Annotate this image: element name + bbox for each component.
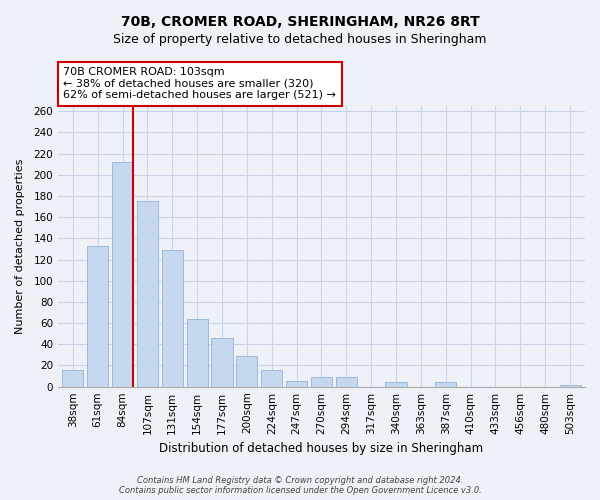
Bar xyxy=(162,250,183,386)
Text: Size of property relative to detached houses in Sheringham: Size of property relative to detached ho… xyxy=(113,32,487,46)
Text: 70B, CROMER ROAD, SHERINGHAM, NR26 8RT: 70B, CROMER ROAD, SHERINGHAM, NR26 8RT xyxy=(121,15,479,29)
Bar xyxy=(137,202,158,386)
Bar xyxy=(261,370,283,386)
Bar xyxy=(62,370,83,386)
Bar xyxy=(311,377,332,386)
Bar xyxy=(112,162,133,386)
Bar xyxy=(336,377,357,386)
X-axis label: Distribution of detached houses by size in Sheringham: Distribution of detached houses by size … xyxy=(160,442,484,455)
Bar xyxy=(560,384,581,386)
Bar xyxy=(435,382,457,386)
Text: Contains HM Land Registry data © Crown copyright and database right 2024.
Contai: Contains HM Land Registry data © Crown c… xyxy=(119,476,481,495)
Bar xyxy=(87,246,108,386)
Bar xyxy=(236,356,257,386)
Text: 70B CROMER ROAD: 103sqm
← 38% of detached houses are smaller (320)
62% of semi-d: 70B CROMER ROAD: 103sqm ← 38% of detache… xyxy=(63,67,336,100)
Y-axis label: Number of detached properties: Number of detached properties xyxy=(15,158,25,334)
Bar xyxy=(385,382,407,386)
Bar xyxy=(286,382,307,386)
Bar xyxy=(187,319,208,386)
Bar xyxy=(211,338,233,386)
